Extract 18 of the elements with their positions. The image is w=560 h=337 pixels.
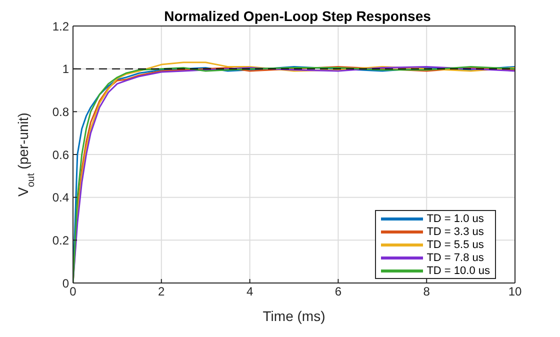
y-tick-label: 0.6: [52, 148, 70, 162]
legend-label: TD = 3.3 us: [426, 226, 484, 238]
y-tick-label: 0.4: [52, 190, 70, 205]
y-tick-label: 1: [62, 62, 70, 76]
y-tick-label: 0.8: [52, 104, 70, 119]
legend-label: TD = 1.0 us: [426, 212, 484, 224]
x-tick-label: 4: [246, 284, 254, 299]
legend-label: TD = 7.8 us: [426, 252, 484, 264]
legend-label: TD = 10.0 us: [426, 264, 490, 276]
x-tick-label: 8: [423, 284, 430, 299]
x-tick-label: 2: [158, 284, 166, 299]
y-tick-label: 1.2: [52, 19, 70, 34]
legend-label: TD = 5.5 us: [426, 238, 484, 250]
y-tick-label: 0.2: [52, 233, 70, 248]
x-axis-title: Time (ms): [262, 308, 326, 324]
x-tick-label: 6: [334, 284, 342, 299]
chart-title: Normalized Open-Loop Step Responses: [163, 8, 432, 24]
x-tick-label: 10: [508, 284, 522, 299]
